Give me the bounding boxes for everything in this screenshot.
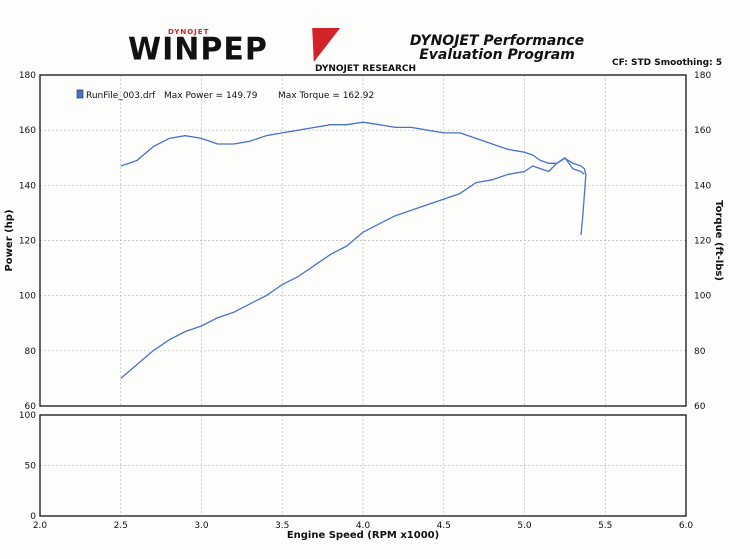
program-title-line1: DYNOJET Performance — [409, 33, 585, 49]
torque-ytick-label: 80 — [694, 347, 706, 357]
x-tick-label: 4.5 — [437, 521, 451, 531]
lower-ytick-label: 50 — [25, 462, 37, 472]
power-ytick-label: 80 — [25, 347, 37, 357]
legend-max-torque: Max Torque = 162.92 — [278, 91, 374, 101]
legend-max-power: Max Power = 149.79 — [164, 91, 258, 101]
power-ytick-label: 140 — [19, 181, 36, 191]
lower-ytick-label: 0 — [30, 512, 36, 522]
torque-curve — [120, 121, 585, 175]
power-axis-title: Power (hp) — [4, 209, 15, 271]
logo-wordmark: WINPEP — [128, 31, 268, 68]
x-tick-label: 5.5 — [598, 521, 612, 531]
torque-ytick-label: 60 — [694, 402, 706, 412]
x-tick-label: 3.0 — [194, 521, 209, 531]
lower-frame — [39, 414, 687, 517]
x-tick-label: 4.0 — [356, 521, 371, 531]
x-tick-label: 2.5 — [114, 521, 128, 531]
x-tick-label: 2.0 — [33, 521, 48, 531]
torque-ytick-label: 100 — [694, 292, 711, 302]
legend-file: RunFile_003.drf — [86, 91, 156, 101]
x-tick-label: 6.0 — [679, 521, 694, 531]
winpep-logo: DYNOJET WINPEP — [128, 28, 358, 68]
x-axis-title: Engine Speed (RPM x1000) — [287, 530, 439, 541]
power-ytick-label: 180 — [19, 71, 36, 81]
torque-ytick-label: 120 — [694, 237, 711, 247]
x-tick-label: 3.5 — [275, 521, 289, 531]
program-title: DYNOJET Performance Evaluation Program — [352, 34, 642, 62]
company-label: DYNOJET RESEARCH — [315, 64, 417, 74]
program-title-line2: Evaluation Program — [419, 47, 575, 63]
lower-ytick-label: 100 — [19, 411, 36, 421]
torque-axis-title: Torque (ft-lbs) — [713, 200, 724, 281]
power-ytick-label: 60 — [25, 402, 37, 412]
power-ytick-label: 120 — [19, 237, 36, 247]
power-frame — [39, 74, 687, 407]
settings-label: CF: STD Smoothing: 5 — [612, 58, 723, 68]
torque-ytick-label: 180 — [694, 71, 711, 81]
legend-swatch — [76, 89, 84, 99]
torque-ytick-label: 160 — [694, 126, 711, 136]
power-ytick-label: 100 — [19, 292, 36, 302]
logo-small-text: DYNOJET — [168, 28, 210, 36]
power-ytick-label: 160 — [19, 126, 36, 136]
x-tick-label: 5.0 — [517, 521, 532, 531]
torque-ytick-label: 140 — [694, 181, 711, 191]
power-curve — [120, 157, 587, 379]
